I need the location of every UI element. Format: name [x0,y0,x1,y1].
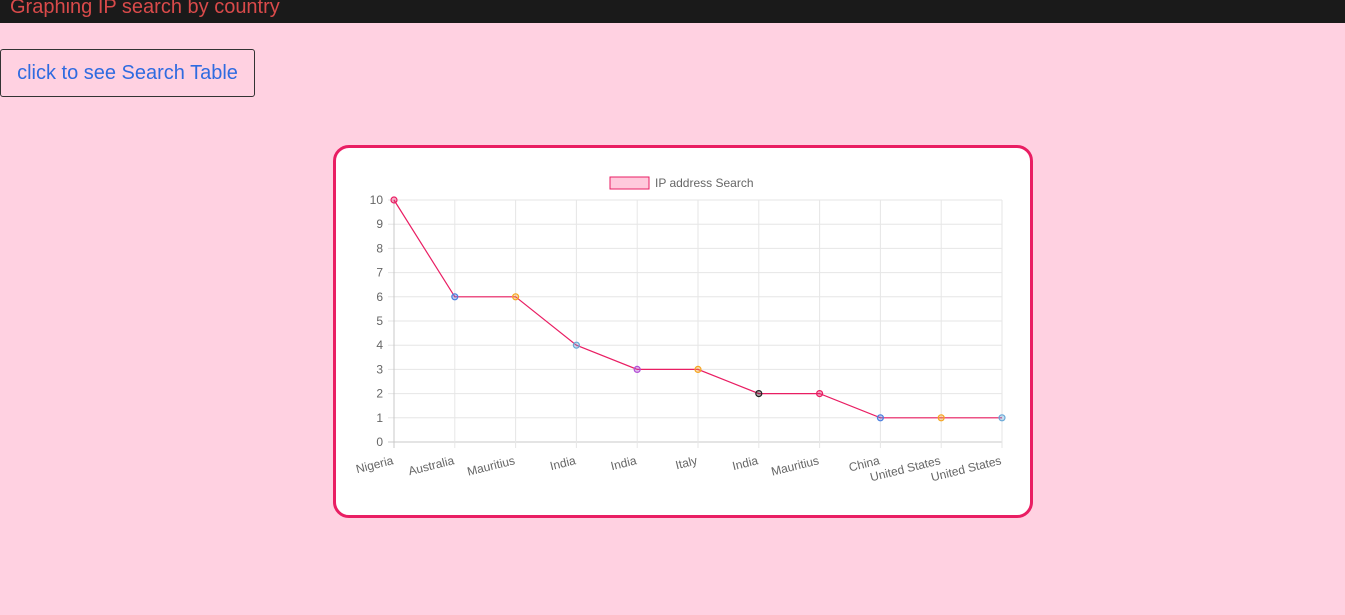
data-point[interactable] [998,414,1006,422]
line-chart: 0 1 2 3 4 5 6 7 8 9 10 Nigeria Australia Mauritius In… [354,176,1006,484]
x-tick-label: India [731,453,760,473]
data-point[interactable] [876,414,885,422]
data-point[interactable] [755,390,763,398]
x-tick-label: Nigeria [354,453,395,476]
y-axis-ticks: 0 1 2 3 4 5 6 7 8 9 10 [370,193,384,449]
y-tick-label: 2 [376,387,383,401]
y-tick-label: 6 [376,290,383,304]
data-point[interactable] [512,293,520,301]
chart-series [390,196,1006,422]
x-tick-label: Australia [407,453,456,478]
y-tick-label: 8 [376,241,383,255]
x-tick-label: India [548,453,577,473]
page-title: Graphing IP search by country [10,0,280,18]
y-tick-label: 7 [376,266,383,280]
data-point[interactable] [572,341,580,349]
header-bar: Graphing IP search by country [0,0,1345,23]
x-axis-ticks: Nigeria Australia Mauritius India India Italy… [354,453,1002,484]
x-tick-label: India [609,453,638,473]
y-tick-label: 9 [376,217,383,231]
y-tick-label: 1 [376,411,383,425]
data-point[interactable] [451,293,459,301]
chart-card: 0 1 2 3 4 5 6 7 8 9 10 Nigeria Australia Mauritius In… [333,145,1033,518]
y-tick-label: 10 [370,193,384,207]
chart-legend: IP address Search [609,176,754,190]
series-line [393,199,1002,419]
data-point[interactable] [816,390,824,398]
x-tick-label: Italy [674,453,699,472]
search-table-button[interactable]: click to see Search Table [0,49,255,97]
x-tick-label: Mauritius [466,453,517,478]
legend-swatch [609,176,650,190]
data-point[interactable] [694,365,702,373]
y-tick-label: 5 [376,314,383,328]
data-point[interactable] [937,414,945,422]
x-tick-label: United States [929,453,1002,484]
chart-grid [388,199,1003,448]
y-tick-label: 4 [376,338,383,352]
y-tick-label: 0 [376,435,383,449]
x-tick-label: Mauritius [770,453,821,478]
data-point[interactable] [390,196,398,204]
y-tick-label: 3 [376,362,383,376]
legend-label: IP address Search [655,176,754,190]
data-point[interactable] [633,365,641,373]
